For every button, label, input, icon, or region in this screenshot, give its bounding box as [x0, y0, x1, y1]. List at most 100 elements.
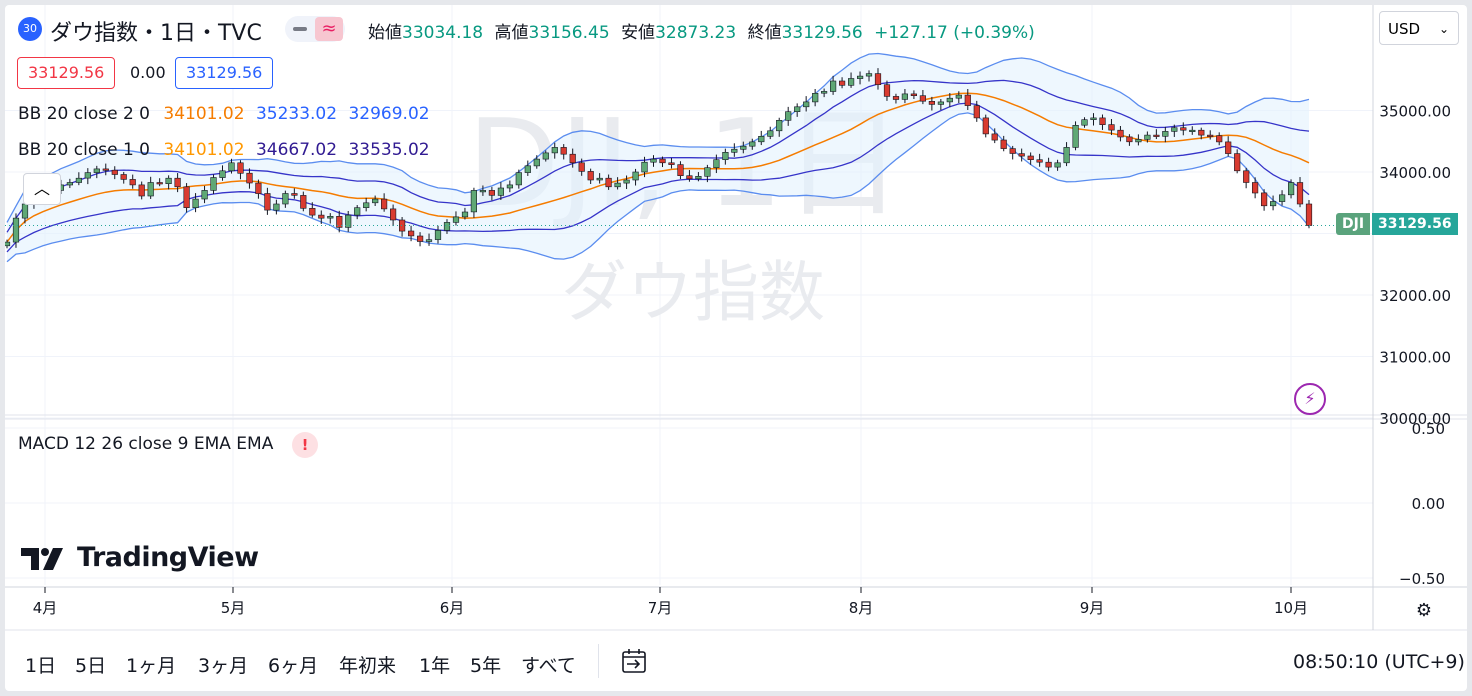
candle-body[interactable]: [1243, 170, 1250, 183]
candle-body[interactable]: [318, 214, 325, 219]
candle-body[interactable]: [129, 179, 136, 186]
candle-body[interactable]: [183, 186, 190, 209]
candle-body[interactable]: [506, 184, 514, 189]
candle-body[interactable]: [982, 117, 989, 135]
candle-body[interactable]: [856, 75, 864, 79]
candle-body[interactable]: [389, 208, 397, 221]
candle-body[interactable]: [829, 80, 837, 92]
candle-body[interactable]: [1045, 161, 1052, 168]
candle-body[interactable]: [533, 158, 540, 167]
candle-body[interactable]: [398, 219, 406, 232]
candle-body[interactable]: [1189, 129, 1196, 132]
candle-body[interactable]: [5, 241, 11, 247]
candle-body[interactable]: [946, 97, 953, 103]
candle-body[interactable]: [174, 177, 181, 188]
candle-body[interactable]: [1288, 182, 1295, 196]
candle-body[interactable]: [416, 235, 424, 242]
candle-body[interactable]: [542, 152, 549, 160]
candle-body[interactable]: [407, 230, 415, 237]
candle-body[interactable]: [327, 216, 334, 219]
candle-body[interactable]: [488, 190, 496, 196]
candle-body[interactable]: [560, 147, 567, 155]
candle-body[interactable]: [569, 153, 576, 164]
candle-body[interactable]: [1036, 159, 1043, 163]
goto-date-icon[interactable]: [619, 646, 649, 676]
candle-body[interactable]: [1126, 136, 1133, 143]
candle-body[interactable]: [336, 216, 343, 228]
candle-body[interactable]: [425, 239, 433, 242]
candle-body[interactable]: [1153, 134, 1160, 137]
candle-body[interactable]: [255, 182, 262, 194]
candle-body[interactable]: [740, 145, 747, 150]
settings-icon[interactable]: ⚙: [1415, 600, 1433, 621]
candle-body[interactable]: [84, 172, 91, 179]
candle-body[interactable]: [820, 91, 828, 94]
range-button-4[interactable]: 6ヶ月: [268, 655, 319, 677]
candle-body[interactable]: [291, 193, 298, 196]
candle-body[interactable]: [623, 179, 630, 184]
candle-body[interactable]: [1108, 124, 1115, 131]
candle-body[interactable]: [1270, 201, 1277, 207]
candle-body[interactable]: [1279, 194, 1286, 202]
candle-body[interactable]: [686, 175, 693, 180]
candle-body[interactable]: [955, 94, 962, 99]
candle-body[interactable]: [120, 174, 127, 180]
candle-body[interactable]: [1144, 134, 1151, 140]
candle-body[interactable]: [803, 101, 810, 108]
candle-body[interactable]: [1198, 129, 1205, 136]
candle-body[interactable]: [1117, 129, 1124, 138]
collapse-toggle[interactable]: ≈: [285, 16, 345, 42]
candle-body[interactable]: [1305, 203, 1313, 226]
candle-body[interactable]: [372, 198, 379, 204]
candle-body[interactable]: [776, 120, 783, 132]
candle-body[interactable]: [937, 101, 944, 105]
candle-body[interactable]: [93, 168, 100, 173]
candle-body[interactable]: [1018, 153, 1025, 157]
candle-body[interactable]: [380, 198, 388, 210]
bb1-legend[interactable]: BB 20 close 1 0 34101.02 34667.02 33535.…: [18, 140, 430, 160]
chart-canvas[interactable]: DJI, 1日ダウ指数35000.0034000.0032000.0031000…: [5, 5, 1467, 691]
candle-body[interactable]: [470, 190, 478, 213]
range-button-0[interactable]: 1日: [25, 655, 57, 677]
candle-body[interactable]: [731, 148, 738, 153]
candle-body[interactable]: [1090, 117, 1097, 121]
candle-body[interactable]: [21, 203, 29, 219]
candle-body[interactable]: [156, 182, 163, 185]
candle-body[interactable]: [264, 193, 271, 211]
candle-body[interactable]: [1296, 182, 1304, 205]
candle-body[interactable]: [1225, 141, 1232, 154]
candle-body[interactable]: [695, 176, 702, 180]
legend-collapse-button[interactable]: ︿: [23, 173, 61, 205]
candle-body[interactable]: [722, 152, 729, 161]
candle-body[interactable]: [874, 73, 882, 85]
candle-body[interactable]: [1261, 192, 1268, 207]
candle-body[interactable]: [641, 161, 648, 173]
candle-body[interactable]: [919, 95, 926, 102]
candle-body[interactable]: [650, 158, 657, 163]
candle-body[interactable]: [1009, 148, 1016, 154]
candle-body[interactable]: [354, 207, 361, 216]
candle-body[interactable]: [578, 162, 585, 172]
clock-readout[interactable]: 08:50:10 (UTC+9): [1293, 651, 1465, 673]
candle-body[interactable]: [228, 162, 235, 172]
candle-body[interactable]: [551, 147, 558, 154]
candle-body[interactable]: [1027, 155, 1034, 161]
candle-body[interactable]: [309, 208, 316, 216]
range-button-1[interactable]: 5日: [75, 655, 107, 677]
candle-body[interactable]: [452, 216, 460, 223]
symbol-badge[interactable]: 30: [18, 17, 42, 41]
candle-body[interactable]: [883, 84, 891, 97]
bb2-legend[interactable]: BB 20 close 2 0 34101.02 35233.02 32969.…: [18, 104, 430, 124]
candle-body[interactable]: [1234, 153, 1241, 172]
candle-body[interactable]: [300, 195, 307, 209]
candle-body[interactable]: [758, 136, 765, 143]
candle-body[interactable]: [1171, 127, 1178, 132]
candle-body[interactable]: [111, 169, 118, 175]
candle-body[interactable]: [1135, 139, 1142, 143]
candle-body[interactable]: [273, 203, 280, 211]
candle-body[interactable]: [1000, 139, 1007, 149]
candle-body[interactable]: [1081, 119, 1088, 126]
candle-body[interactable]: [66, 182, 73, 186]
candle-body[interactable]: [605, 177, 612, 188]
lightning-icon[interactable]: ⚡: [1294, 383, 1326, 415]
